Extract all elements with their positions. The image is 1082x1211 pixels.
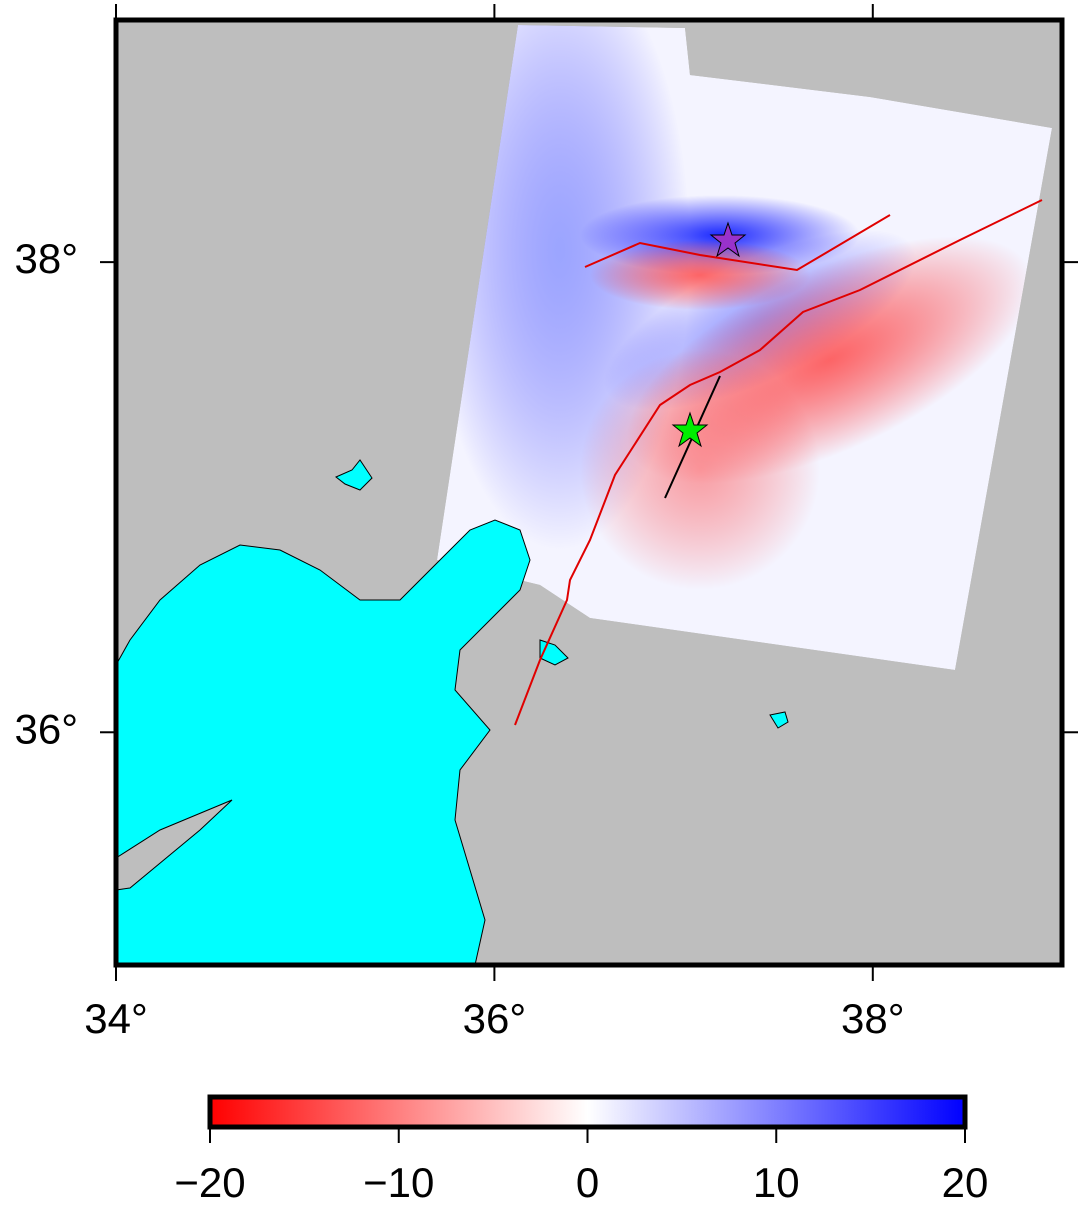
lake: [769, 711, 789, 729]
x-tick-label: 36°: [463, 995, 527, 1042]
x-tick-label: 34°: [84, 995, 148, 1042]
colorbar: [207, 1094, 968, 1130]
map-frame: [113, 17, 1065, 968]
fault: [584, 214, 891, 272]
epicenter-star: [671, 411, 709, 448]
colorbar-tick-label: 20: [942, 1159, 989, 1206]
colorbar-tick-label: 0: [576, 1159, 599, 1206]
fault: [514, 199, 1043, 726]
lake: [335, 459, 373, 491]
colorbar-tick-label: −20: [174, 1159, 245, 1206]
y-tick-label: 36°: [14, 705, 78, 752]
colorbar-tick-label: −10: [363, 1159, 434, 1206]
x-tick-label: 38°: [841, 995, 905, 1042]
sea: [115, 519, 531, 966]
colorbar-tick-label: 10: [753, 1159, 800, 1206]
y-tick-label: 38°: [14, 235, 78, 282]
epicenter-star: [709, 221, 747, 258]
